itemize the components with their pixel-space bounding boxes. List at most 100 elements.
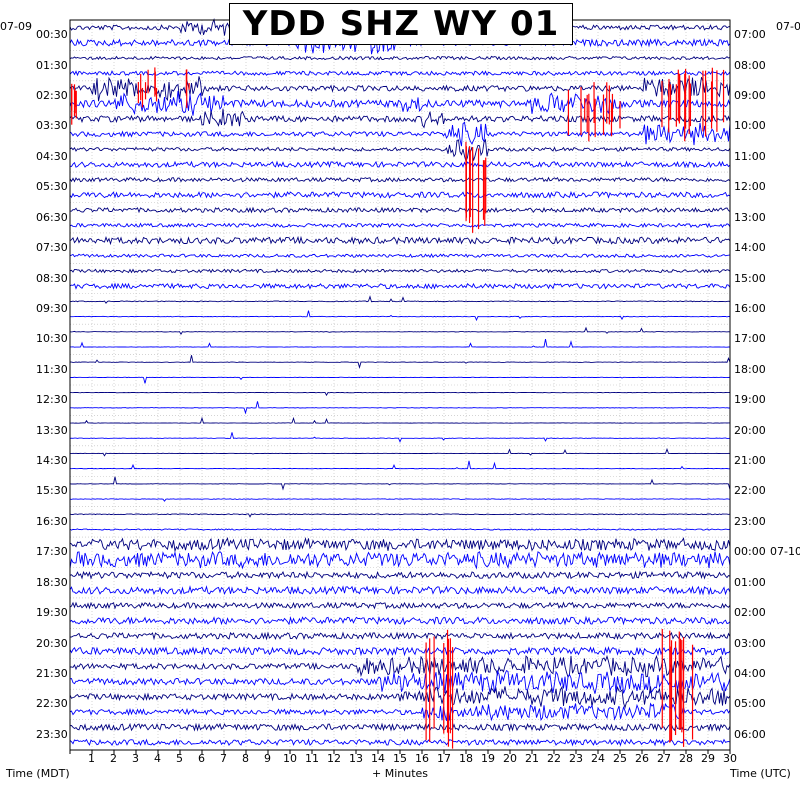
left-time-label: 04:30 bbox=[36, 149, 68, 163]
trace-row bbox=[69, 70, 731, 77]
right-time-label: 12:00 bbox=[734, 180, 766, 194]
left-time-label: 22:30 bbox=[36, 697, 68, 711]
x-tick-label: 20 bbox=[503, 752, 517, 765]
trace-row bbox=[69, 355, 731, 370]
trace-row bbox=[69, 176, 731, 183]
trace-row bbox=[69, 447, 731, 457]
x-tick-label: 2 bbox=[110, 752, 117, 765]
trace-row bbox=[69, 253, 731, 259]
trace-row bbox=[69, 528, 731, 531]
right-axis-title: Time (UTC) bbox=[730, 767, 791, 780]
x-tick-label: 26 bbox=[635, 752, 649, 765]
trace-row bbox=[69, 570, 731, 580]
x-tick-label: 5 bbox=[176, 752, 183, 765]
right-time-label: 05:00 bbox=[734, 697, 766, 711]
left-time-label: 11:30 bbox=[36, 362, 68, 376]
trace-row bbox=[69, 601, 731, 610]
trace-row bbox=[69, 138, 731, 163]
trace-row bbox=[69, 722, 731, 732]
trace-row bbox=[69, 585, 731, 596]
trace-row bbox=[69, 76, 731, 102]
x-axis-title: + Minutes bbox=[372, 767, 429, 780]
chart-title-box: YDD SHZ WY 01 bbox=[229, 3, 573, 45]
x-tick-label: 3 bbox=[132, 752, 139, 765]
right-time-label: 19:00 bbox=[734, 393, 766, 407]
trace-row bbox=[69, 550, 731, 570]
right-time-label: 22:00 bbox=[734, 484, 766, 498]
left-time-label: 09:30 bbox=[36, 301, 68, 315]
trace-row bbox=[69, 235, 731, 246]
trace-row bbox=[70, 401, 730, 415]
x-tick-label: 7 bbox=[220, 752, 227, 765]
trace-row bbox=[69, 631, 731, 641]
right-time-label: 14:00 bbox=[734, 241, 766, 255]
trace-row bbox=[69, 701, 731, 722]
x-tick-label: 14 bbox=[371, 752, 385, 765]
left-time-label: 13:30 bbox=[36, 423, 68, 437]
left-time-label: 17:30 bbox=[36, 545, 68, 559]
left-time-label: 08:30 bbox=[36, 271, 68, 285]
left-time-label: 05:30 bbox=[36, 180, 68, 194]
x-tick-label: 6 bbox=[198, 752, 205, 765]
x-tick-label: 23 bbox=[569, 752, 583, 765]
x-tick-label: 10 bbox=[283, 752, 297, 765]
trace-row bbox=[69, 476, 731, 491]
trace-row bbox=[69, 738, 731, 747]
left-time-label: 23:30 bbox=[36, 727, 68, 741]
right-time-label: 06:00 bbox=[734, 727, 766, 741]
x-tick-label: 24 bbox=[591, 752, 605, 765]
left-time-label: 12:30 bbox=[36, 393, 68, 407]
right-time-label: 11:00 bbox=[734, 149, 766, 163]
right-time-label: 02:00 bbox=[734, 606, 766, 620]
trace-row bbox=[69, 391, 731, 397]
x-tick-label: 16 bbox=[415, 752, 429, 765]
trace-row bbox=[70, 339, 730, 348]
right-time-label: 00:00 bbox=[734, 545, 766, 559]
x-tick-label: 25 bbox=[613, 752, 627, 765]
right-time-label: 04:00 bbox=[734, 666, 766, 680]
x-tick-label: 28 bbox=[679, 752, 693, 765]
x-axis-ticks bbox=[69, 750, 731, 754]
trace-row bbox=[69, 460, 730, 470]
right-date-top-label: 07-0 bbox=[776, 20, 800, 33]
trace-row bbox=[70, 416, 730, 424]
right-time-label: 17:00 bbox=[734, 332, 766, 346]
x-tick-label: 29 bbox=[701, 752, 715, 765]
trace-row bbox=[69, 615, 731, 626]
left-time-label: 10:30 bbox=[36, 332, 68, 346]
left-time-label: 21:30 bbox=[36, 666, 68, 680]
left-time-label: 06:30 bbox=[36, 210, 68, 224]
x-tick-label: 19 bbox=[481, 752, 495, 765]
x-tick-label: 15 bbox=[393, 752, 407, 765]
right-time-label: 16:00 bbox=[734, 301, 766, 315]
right-time-label: 07:00 bbox=[734, 28, 766, 42]
trace-row bbox=[69, 326, 731, 335]
right-time-label: 01:00 bbox=[734, 575, 766, 589]
left-time-label: 16:30 bbox=[36, 514, 68, 528]
trace-row bbox=[69, 268, 731, 274]
left-time-label: 07:30 bbox=[36, 241, 68, 255]
chart-title: YDD SHZ WY 01 bbox=[242, 4, 560, 44]
right-time-label: 23:00 bbox=[734, 514, 766, 528]
x-tick-label: 8 bbox=[242, 752, 249, 765]
trace-row bbox=[69, 55, 731, 61]
right-time-label: 09:00 bbox=[734, 89, 766, 103]
trace-row bbox=[69, 282, 731, 290]
right-date-mid-label: 07-10 bbox=[770, 545, 800, 559]
trace-row bbox=[70, 310, 730, 322]
trace-row bbox=[69, 669, 731, 694]
left-time-label: 20:30 bbox=[36, 636, 68, 650]
x-tick-label: 1 bbox=[88, 752, 95, 765]
trace-row bbox=[69, 160, 731, 169]
trace-row bbox=[69, 685, 731, 710]
left-time-label: 00:30 bbox=[36, 28, 68, 42]
left-axis-title: Time (MDT) bbox=[6, 767, 70, 780]
trace-row bbox=[69, 206, 731, 214]
right-time-label: 20:00 bbox=[734, 423, 766, 437]
x-tick-label: 11 bbox=[305, 752, 319, 765]
left-time-label: 19:30 bbox=[36, 606, 68, 620]
left-time-label: 02:30 bbox=[36, 89, 68, 103]
grid-lines bbox=[70, 19, 730, 751]
left-time-label: 03:30 bbox=[36, 119, 68, 133]
